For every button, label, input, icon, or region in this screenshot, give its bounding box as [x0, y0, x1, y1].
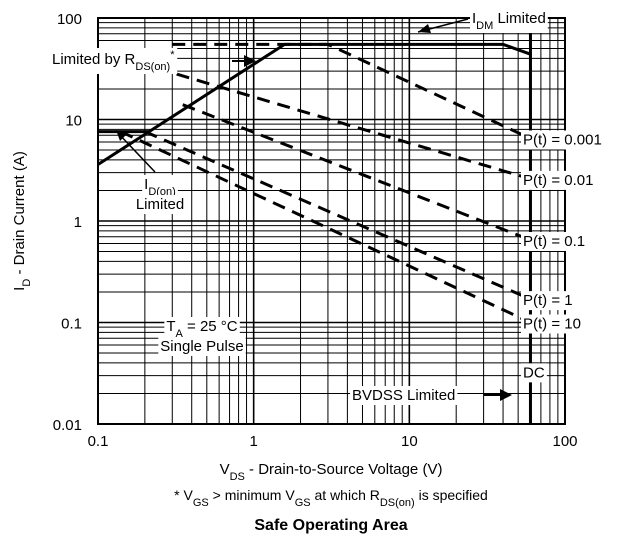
label-background	[521, 314, 583, 334]
bvdss-limited-label: BVDSS Limited	[352, 387, 455, 404]
ta-label: TA = 25 °C	[166, 318, 237, 340]
series-p-t-0-01	[172, 42, 532, 140]
x-axis-title: VDS - Drain-to-Source Voltage (V)	[220, 461, 443, 483]
label-background	[521, 231, 588, 251]
curve-label: P(t) = 0.001	[523, 131, 602, 148]
curve-label: P(t) = 1	[523, 292, 573, 309]
arrowhead	[500, 389, 512, 401]
label-background	[521, 170, 596, 190]
label-background	[521, 363, 547, 383]
y-tick-label: 10	[65, 113, 82, 130]
label-background	[158, 337, 246, 356]
series-dc	[120, 130, 532, 324]
label-background	[350, 386, 458, 405]
curve-label: DC	[523, 364, 545, 381]
label-background	[521, 130, 604, 150]
x-tick-label: 1	[249, 433, 257, 450]
single-pulse-label: Single Pulse	[160, 338, 243, 355]
y-axis-title: ID - Drain Current (A)	[11, 151, 33, 291]
y-tick-label: 1	[74, 214, 82, 231]
series-p-t-0-001	[284, 42, 531, 56]
label-background	[521, 291, 575, 311]
x-tick-label: 100	[552, 433, 577, 450]
series-p-t-10	[144, 130, 532, 301]
x-tick-label: 10	[401, 433, 418, 450]
axis-text: VDS - Drain-to-Source Voltage (V) ID - Dr…	[11, 151, 488, 534]
curve-label: P(t) = 0.01	[523, 172, 593, 189]
curves	[98, 18, 532, 424]
label-background	[50, 48, 178, 74]
y-tick-label: 100	[57, 11, 82, 28]
x-tick-label: 0.1	[88, 433, 109, 450]
label-background	[470, 9, 548, 33]
tick-labels: 0.1 1 10 100 0.01 0.1 1 10 100	[53, 11, 578, 450]
y-tick-label: 0.1	[61, 316, 82, 333]
idm-limited-label: IDM Limited	[472, 10, 546, 32]
label-background	[133, 195, 187, 214]
rds-on-limited-label: Limited by RDS(on)*	[52, 49, 175, 73]
chart-title: Safe Operating Area	[254, 517, 407, 534]
arrowhead	[418, 24, 431, 33]
curve-label: P(t) = 0.1	[523, 233, 585, 250]
arrowhead	[116, 130, 126, 141]
curve-labels: P(t) = 0.001 P(t) = 0.01 P(t) = 0.1 P(t) = …	[521, 130, 604, 383]
grid	[98, 18, 565, 424]
y-tick-label: 0.01	[53, 417, 82, 434]
arrowhead	[244, 55, 256, 67]
id-on-arrow	[117, 132, 156, 173]
footnote: * VGS > minimum VGS at which RDS(on) is …	[174, 487, 488, 509]
id-on-limited-label-line2: Limited	[136, 196, 184, 213]
curve-label: P(t) = 10	[523, 316, 581, 333]
plot-frame	[97, 17, 566, 425]
